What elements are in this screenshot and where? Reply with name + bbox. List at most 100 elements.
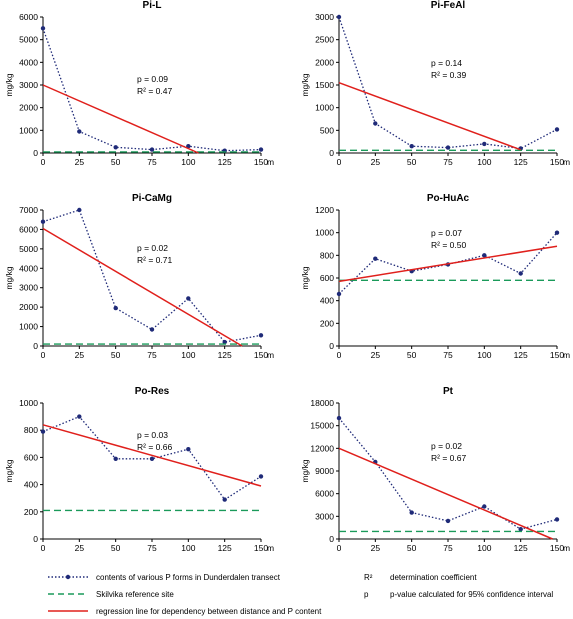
data-point: [445, 518, 451, 524]
y-tick-label: 200: [320, 318, 334, 328]
data-point: [409, 510, 414, 515]
data-point: [77, 129, 82, 134]
x-tick-label: 75: [443, 350, 453, 360]
chart-panel: Pi-CaMgmg/kg0100020003000400050006000700…: [4, 193, 274, 360]
y-tick-label: 1000: [315, 228, 334, 238]
y-tick-label: 0: [33, 534, 38, 544]
data-point: [222, 339, 227, 345]
x-tick-label: 0: [337, 350, 342, 360]
y-tick-label: 3000: [315, 511, 334, 521]
y-tick-label: 1500: [315, 80, 334, 90]
x-tick-label: 125: [514, 350, 528, 360]
y-tick-label: 9000: [315, 466, 334, 476]
chart-panel: Pi-FeAl mg/kg 0 500 1000 1500 2000 2500 3000 0 25 5…: [300, 0, 570, 167]
chart-title: Pi-L: [143, 0, 162, 11]
x-tick-label: 75: [147, 157, 157, 167]
x-tick-label: 100: [181, 543, 195, 553]
data-point: [113, 305, 118, 311]
x-tick-label: 0: [41, 543, 46, 553]
data-line: [338, 417, 558, 530]
regression-line: [338, 447, 553, 540]
data-point: [373, 256, 378, 261]
data-point: [482, 504, 487, 509]
regression-line: [338, 81, 521, 151]
p-value-annotation: p = 0.09: [137, 74, 168, 84]
data-point: [40, 219, 46, 224]
x-tick-label: 50: [407, 543, 417, 553]
y-tick-label: 6000: [19, 12, 38, 22]
x-unit-label: m: [563, 350, 570, 360]
x-tick-label: 150: [550, 543, 564, 553]
data-point: [149, 456, 155, 461]
x-tick-label: 150: [254, 350, 268, 360]
y-tick-label: 3000: [19, 283, 38, 293]
y-axis-label: mg/kg: [4, 73, 14, 96]
chart-title: Pt: [443, 386, 454, 397]
data-point: [258, 333, 264, 338]
legend-p-symbol: p: [364, 590, 369, 599]
y-tick-label: 6000: [315, 489, 334, 499]
regression-line: [42, 227, 243, 347]
x-tick-label: 75: [443, 157, 453, 167]
y-tick-label: 1200: [315, 205, 334, 215]
x-tick-label: 25: [75, 350, 85, 360]
x-tick-label: 125: [514, 157, 528, 167]
y-tick-label: 4000: [19, 57, 38, 67]
data-point: [77, 414, 82, 419]
regression-line: [338, 245, 558, 283]
y-tick-label: 6000: [19, 224, 38, 234]
r2-annotation: R² = 0.47: [137, 86, 172, 96]
legend-data-label: contents of various P forms in Dunderdal…: [96, 573, 281, 582]
x-tick-label: 75: [147, 543, 157, 553]
x-tick-label: 100: [477, 157, 491, 167]
x-tick-label: 25: [75, 157, 85, 167]
y-tick-label: 600: [320, 273, 334, 283]
y-tick-label: 2000: [315, 57, 334, 67]
x-tick-label: 0: [41, 350, 46, 360]
x-tick-label: 150: [550, 350, 564, 360]
legend-p-label: p-value calculated for 95% confidence in…: [390, 590, 553, 599]
p-value-annotation: p = 0.02: [137, 243, 168, 253]
data-point: [222, 497, 227, 502]
r2-annotation: R² = 0.67: [431, 453, 466, 463]
p-value-annotation: p = 0.02: [431, 441, 462, 451]
data-point: [336, 291, 342, 297]
x-tick-label: 100: [181, 350, 195, 360]
x-tick-label: 150: [254, 543, 268, 553]
chart-panel: Pi-L mg/kg 0 1000 2000 3000 4000 5000 6000 0 25 50 7…: [4, 0, 274, 167]
r2-annotation: R² = 0.50: [431, 240, 466, 250]
legend-r2-symbol: R²: [364, 573, 373, 582]
x-tick-label: 50: [111, 543, 121, 553]
data-point: [554, 230, 560, 235]
x-tick-label: 150: [550, 157, 564, 167]
y-tick-label: 500: [320, 125, 334, 135]
y-tick-label: 800: [320, 250, 334, 260]
data-point: [258, 147, 264, 152]
data-point: [373, 121, 378, 126]
y-tick-label: 3000: [19, 80, 38, 90]
data-point: [113, 145, 118, 150]
data-point: [409, 144, 414, 149]
y-tick-label: 0: [329, 534, 334, 544]
p-value-annotation: p = 0.07: [431, 228, 462, 238]
y-tick-label: 2000: [19, 103, 38, 113]
x-tick-label: 50: [407, 350, 417, 360]
x-tick-label: 100: [477, 543, 491, 553]
chart-title: Pi-CaMg: [132, 193, 172, 204]
data-point: [554, 127, 560, 132]
y-tick-label: 1000: [19, 125, 38, 135]
x-tick-label: 125: [218, 350, 232, 360]
p-value-annotation: p = 0.03: [137, 430, 168, 440]
x-tick-label: 50: [407, 157, 417, 167]
y-tick-label: 0: [329, 148, 334, 158]
y-tick-label: 3000: [315, 12, 334, 22]
x-tick-label: 100: [181, 157, 195, 167]
legend-regression-label: regression line for dependency between d…: [96, 607, 322, 616]
y-tick-label: 4000: [19, 263, 38, 273]
data-point: [482, 141, 487, 147]
x-tick-label: 25: [371, 157, 381, 167]
data-point: [482, 253, 487, 258]
x-tick-label: 0: [337, 157, 342, 167]
chart-title: Pi-FeAl: [431, 0, 466, 11]
